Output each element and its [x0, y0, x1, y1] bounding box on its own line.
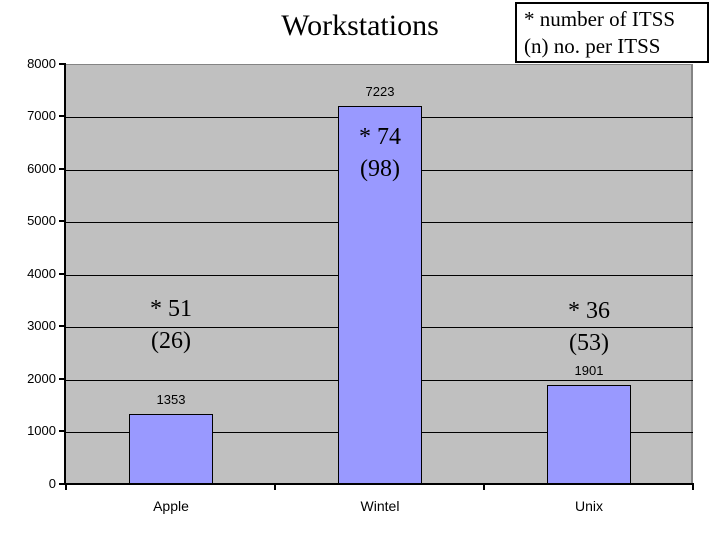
y-axis-tick	[59, 63, 66, 65]
y-axis-tick	[59, 273, 66, 275]
x-axis-tick	[483, 484, 485, 490]
bar-annotation: * 36 (53)	[519, 295, 659, 359]
bar-value-label: 7223	[365, 84, 395, 99]
plot-area	[66, 64, 693, 485]
y-axis-tick	[59, 168, 66, 170]
x-axis-tick	[274, 484, 276, 490]
x-axis-label: Apple	[153, 498, 189, 514]
bar-annotation-line-2: (98)	[360, 156, 400, 182]
bar-annotation-line-2: (53)	[569, 330, 609, 356]
bar-annotation-line-1: * 51	[150, 296, 192, 322]
y-axis-label: 8000	[27, 56, 56, 71]
y-axis-tick	[59, 430, 66, 432]
x-axis-label: Unix	[574, 498, 603, 514]
y-axis-label: 6000	[27, 161, 56, 176]
legend-note-box: * number of ITSS (n) no. per ITSS	[515, 2, 709, 63]
bar-value-label: 1901	[574, 363, 604, 378]
x-axis-tick	[65, 484, 67, 490]
bar-value-label: 1353	[156, 392, 186, 407]
bar-annotation-line-1: * 36	[568, 298, 610, 324]
y-axis-label: 0	[48, 476, 56, 491]
x-axis-label: Wintel	[360, 498, 400, 514]
y-axis-tick	[59, 115, 66, 117]
bar	[129, 414, 213, 485]
y-axis-label: 1000	[27, 423, 56, 438]
legend-note-line-1: * number of ITSS	[524, 7, 676, 31]
y-axis-tick	[59, 220, 66, 222]
bar	[338, 106, 422, 485]
bar-annotation: * 51 (26)	[101, 293, 241, 357]
x-axis-tick	[692, 484, 694, 490]
y-axis-tick	[59, 378, 66, 380]
y-axis-label: 5000	[27, 213, 56, 228]
chart-title: Workstations	[281, 9, 439, 42]
y-axis-label: 7000	[27, 108, 56, 123]
bar	[547, 385, 631, 485]
bar-annotation-line-1: * 74	[359, 124, 401, 150]
bar-annotation-line-2: (26)	[151, 328, 191, 354]
y-axis-line	[64, 64, 66, 485]
y-axis-label: 3000	[27, 318, 56, 333]
y-axis-label: 2000	[27, 371, 56, 386]
y-axis-label: 4000	[27, 266, 56, 281]
y-axis-tick	[59, 325, 66, 327]
x-axis-line	[59, 483, 694, 485]
bar-annotation: * 74 (98)	[310, 121, 450, 185]
legend-note-line-2: (n) no. per ITSS	[524, 34, 661, 58]
